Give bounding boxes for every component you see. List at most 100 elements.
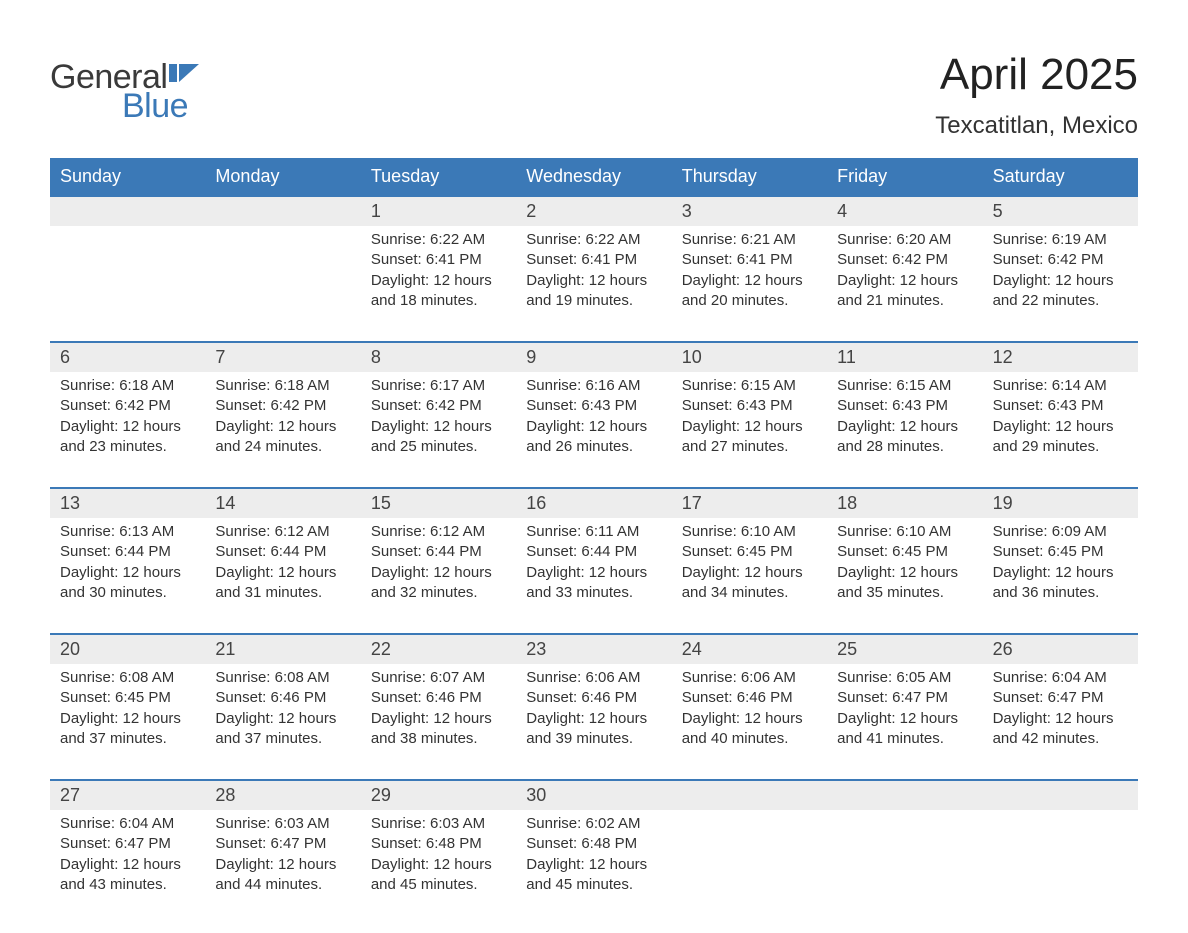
daylight-text: Daylight: 12 hours and 44 minutes. [215,855,350,896]
daycontent-row: Sunrise: 6:22 AMSunset: 6:41 PMDaylight:… [50,226,1138,319]
daynum-row: 13141516171819 [50,489,1138,518]
page-header: General Blue April 2025 Texcatitlan, Mex… [50,50,1138,140]
daylight-text: Daylight: 12 hours and 34 minutes. [682,563,817,604]
sunset-text: Sunset: 6:47 PM [993,688,1128,708]
day-cell: Sunrise: 6:18 AMSunset: 6:42 PMDaylight:… [205,372,360,465]
sunset-text: Sunset: 6:47 PM [215,834,350,854]
sunset-text: Sunset: 6:43 PM [993,396,1128,416]
sunrise-text: Sunrise: 6:04 AM [993,668,1128,688]
day-cell: Sunrise: 6:08 AMSunset: 6:46 PMDaylight:… [205,664,360,757]
day-cell: Sunrise: 6:12 AMSunset: 6:44 PMDaylight:… [361,518,516,611]
day-number: 1 [361,197,516,226]
dayname-monday: Monday [205,158,360,195]
day-number [672,781,827,810]
sunrise-text: Sunrise: 6:12 AM [215,522,350,542]
day-cell [50,226,205,319]
day-cell: Sunrise: 6:12 AMSunset: 6:44 PMDaylight:… [205,518,360,611]
day-number: 7 [205,343,360,372]
day-number: 3 [672,197,827,226]
daylight-text: Daylight: 12 hours and 31 minutes. [215,563,350,604]
sunrise-text: Sunrise: 6:04 AM [60,814,195,834]
sunrise-text: Sunrise: 6:17 AM [371,376,506,396]
daylight-text: Daylight: 12 hours and 25 minutes. [371,417,506,458]
page-subtitle: Texcatitlan, Mexico [935,112,1138,140]
daylight-text: Daylight: 12 hours and 35 minutes. [837,563,972,604]
sunrise-text: Sunrise: 6:20 AM [837,230,972,250]
day-cell: Sunrise: 6:07 AMSunset: 6:46 PMDaylight:… [361,664,516,757]
daylight-text: Daylight: 12 hours and 36 minutes. [993,563,1128,604]
day-number: 27 [50,781,205,810]
daylight-text: Daylight: 12 hours and 37 minutes. [215,709,350,750]
day-cell: Sunrise: 6:15 AMSunset: 6:43 PMDaylight:… [827,372,982,465]
daylight-text: Daylight: 12 hours and 27 minutes. [682,417,817,458]
sunrise-text: Sunrise: 6:05 AM [837,668,972,688]
day-number: 2 [516,197,671,226]
day-number: 10 [672,343,827,372]
daynum-row: 20212223242526 [50,635,1138,664]
day-number: 13 [50,489,205,518]
daynum-row: 12345 [50,197,1138,226]
sunrise-text: Sunrise: 6:08 AM [60,668,195,688]
day-cell [983,810,1138,903]
day-cell: Sunrise: 6:02 AMSunset: 6:48 PMDaylight:… [516,810,671,903]
day-number: 16 [516,489,671,518]
day-number: 17 [672,489,827,518]
sunset-text: Sunset: 6:41 PM [526,250,661,270]
sunrise-text: Sunrise: 6:07 AM [371,668,506,688]
calendar-page: General Blue April 2025 Texcatitlan, Mex… [0,0,1188,933]
daycontent-row: Sunrise: 6:18 AMSunset: 6:42 PMDaylight:… [50,372,1138,465]
daylight-text: Daylight: 12 hours and 32 minutes. [371,563,506,604]
sunset-text: Sunset: 6:45 PM [837,542,972,562]
sunrise-text: Sunrise: 6:14 AM [993,376,1128,396]
sunrise-text: Sunrise: 6:10 AM [682,522,817,542]
sunset-text: Sunset: 6:44 PM [371,542,506,562]
daylight-text: Daylight: 12 hours and 18 minutes. [371,271,506,312]
title-block: April 2025 Texcatitlan, Mexico [935,50,1138,140]
day-cell: Sunrise: 6:14 AMSunset: 6:43 PMDaylight:… [983,372,1138,465]
sunset-text: Sunset: 6:47 PM [837,688,972,708]
sunrise-text: Sunrise: 6:06 AM [526,668,661,688]
day-number: 18 [827,489,982,518]
sunrise-text: Sunrise: 6:15 AM [837,376,972,396]
sunset-text: Sunset: 6:45 PM [60,688,195,708]
sunset-text: Sunset: 6:41 PM [371,250,506,270]
day-number: 30 [516,781,671,810]
day-number: 6 [50,343,205,372]
sunrise-text: Sunrise: 6:18 AM [60,376,195,396]
sunset-text: Sunset: 6:42 PM [371,396,506,416]
sunrise-text: Sunrise: 6:03 AM [371,814,506,834]
daylight-text: Daylight: 12 hours and 20 minutes. [682,271,817,312]
sunrise-text: Sunrise: 6:22 AM [526,230,661,250]
daylight-text: Daylight: 12 hours and 26 minutes. [526,417,661,458]
sunrise-text: Sunrise: 6:10 AM [837,522,972,542]
sunset-text: Sunset: 6:44 PM [215,542,350,562]
sunset-text: Sunset: 6:46 PM [371,688,506,708]
day-number: 8 [361,343,516,372]
daycontent-row: Sunrise: 6:04 AMSunset: 6:47 PMDaylight:… [50,810,1138,903]
calendar-table: Sunday Monday Tuesday Wednesday Thursday… [50,158,1138,903]
daylight-text: Daylight: 12 hours and 45 minutes. [526,855,661,896]
day-number: 4 [827,197,982,226]
day-cell: Sunrise: 6:06 AMSunset: 6:46 PMDaylight:… [516,664,671,757]
day-cell: Sunrise: 6:22 AMSunset: 6:41 PMDaylight:… [361,226,516,319]
daylight-text: Daylight: 12 hours and 42 minutes. [993,709,1128,750]
daylight-text: Daylight: 12 hours and 39 minutes. [526,709,661,750]
day-number: 29 [361,781,516,810]
day-cell: Sunrise: 6:10 AMSunset: 6:45 PMDaylight:… [827,518,982,611]
sunrise-text: Sunrise: 6:08 AM [215,668,350,688]
sunrise-text: Sunrise: 6:18 AM [215,376,350,396]
sunrise-text: Sunrise: 6:21 AM [682,230,817,250]
daycontent-row: Sunrise: 6:13 AMSunset: 6:44 PMDaylight:… [50,518,1138,611]
day-cell: Sunrise: 6:16 AMSunset: 6:43 PMDaylight:… [516,372,671,465]
day-number: 20 [50,635,205,664]
sunset-text: Sunset: 6:48 PM [526,834,661,854]
week-spacer [50,319,1138,341]
sunset-text: Sunset: 6:44 PM [60,542,195,562]
day-number: 25 [827,635,982,664]
day-cell: Sunrise: 6:08 AMSunset: 6:45 PMDaylight:… [50,664,205,757]
day-cell: Sunrise: 6:15 AMSunset: 6:43 PMDaylight:… [672,372,827,465]
sunrise-text: Sunrise: 6:03 AM [215,814,350,834]
sunset-text: Sunset: 6:42 PM [60,396,195,416]
day-cell: Sunrise: 6:11 AMSunset: 6:44 PMDaylight:… [516,518,671,611]
day-cell: Sunrise: 6:09 AMSunset: 6:45 PMDaylight:… [983,518,1138,611]
